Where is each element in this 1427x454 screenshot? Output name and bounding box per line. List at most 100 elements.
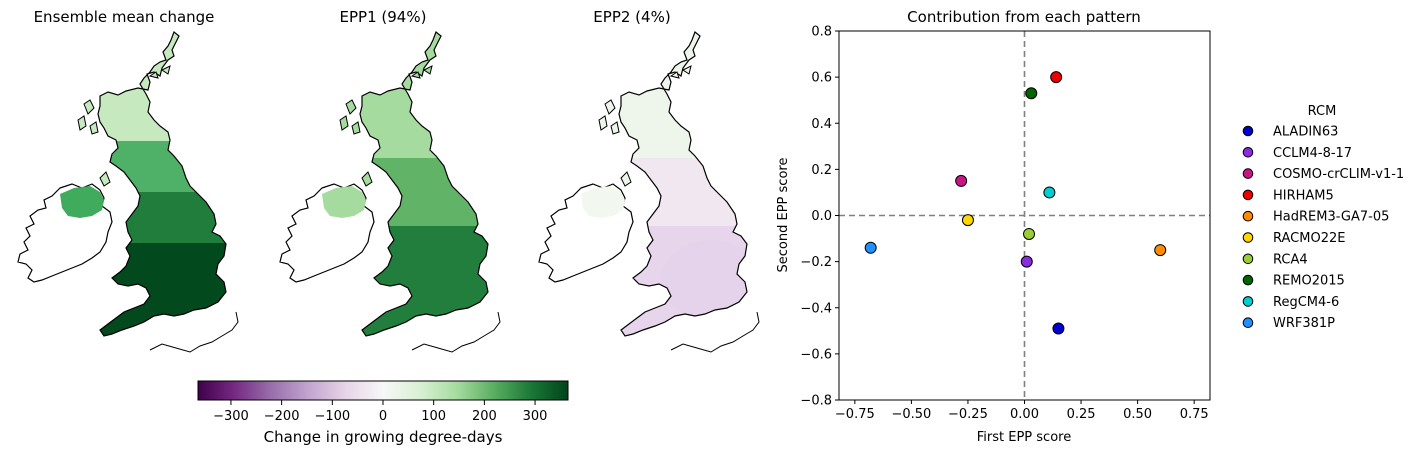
y-tick-label: 0.6 (811, 71, 832, 86)
legend-label: ALADIN63 (1273, 125, 1338, 140)
colorbar-tick-label: 200 (472, 409, 497, 424)
y-tick-label: −0.8 (800, 394, 832, 409)
legend-label: COSMO-crCLIM-v1-1 (1273, 167, 1404, 182)
x-tick-label: 0.25 (1067, 407, 1096, 422)
legend-marker (1242, 147, 1254, 158)
island-outline (89, 121, 99, 135)
island-outline (83, 99, 95, 115)
colorbar-tick-label: −200 (264, 409, 300, 424)
legend-marker (1242, 168, 1254, 179)
continental-coastline (670, 311, 760, 353)
y-axis-ticks: −0.8 −0.6 −0.4 −0.2 0.0 0.2 0.4 0.6 0.8 (800, 25, 839, 409)
island-outline (682, 65, 692, 75)
chart-title: Contribution from each pattern (907, 8, 1141, 26)
x-tick-label: 0.50 (1123, 407, 1152, 422)
legend-label: RCA4 (1273, 252, 1308, 267)
legend-marker (1242, 296, 1254, 307)
gb-coastline (97, 31, 227, 337)
colorbar-tick-label: 100 (421, 409, 446, 424)
map-geometry (17, 31, 239, 353)
legend-marker (1242, 125, 1254, 137)
scatter-point-hadrem3-ga7-05 (1154, 244, 1167, 257)
island-outline (351, 121, 361, 135)
scatter-points (864, 71, 1167, 335)
northern-ireland-fill (322, 186, 366, 218)
map-title: Ensemble mean change (34, 8, 215, 26)
map-title: EPP1 (94%) (340, 8, 427, 26)
colorbar-tick-label: 0 (379, 409, 387, 424)
x-tick-label: 0.00 (1010, 407, 1039, 422)
colorbar-tick-label: 300 (523, 409, 548, 424)
island-outline (148, 71, 159, 79)
map-geometry (538, 31, 760, 353)
island-outline (604, 99, 616, 115)
scatter-point-hirham5 (1050, 71, 1063, 84)
legend-label: RACMO22E (1273, 231, 1345, 246)
map-panel-epp2: EPP2 (4%) (538, 8, 760, 353)
legend-label: CCLM4-8-17 (1273, 146, 1352, 161)
island-outline (99, 171, 111, 187)
legend-marker (1242, 274, 1254, 286)
map-title: EPP2 (4%) (593, 8, 670, 26)
legend-label: HIRHAM5 (1273, 188, 1334, 203)
y-tick-label: 0.8 (811, 25, 832, 40)
legend-label: RegCM4-6 (1273, 295, 1339, 310)
shading-band (661, 240, 747, 320)
colorbar-bar (197, 380, 569, 401)
scatter-point-racmo22e (961, 214, 974, 227)
x-tick-label: −0.50 (891, 407, 931, 422)
scatter-point-cosmo-crclim-v1-1 (955, 174, 968, 187)
island-outline (610, 121, 620, 135)
island-outline (598, 115, 608, 131)
legend-label: REMO2015 (1273, 274, 1345, 289)
island-outline (361, 171, 373, 187)
colorbar-tick-label: −100 (314, 409, 350, 424)
scatter-point-cclm4-8-17 (1020, 255, 1033, 268)
y-tick-label: 0.0 (811, 209, 832, 224)
x-tick-label: −0.25 (948, 407, 988, 422)
scatter-point-regcm4-6 (1043, 186, 1056, 199)
y-tick-label: 0.4 (811, 117, 832, 132)
colorbar: −300 −200 −100 0 100 200 300 Change in growing… (197, 380, 569, 446)
northern-ireland-fill (581, 186, 625, 218)
scatter-point-rca4 (1023, 227, 1036, 240)
scatter-point-remo2015 (1025, 87, 1038, 100)
island-outline (423, 65, 433, 75)
y-tick-label: −0.2 (800, 255, 832, 270)
x-tick-label: 0.75 (1180, 407, 1209, 422)
island-outline (161, 65, 171, 75)
scatter-point-wrf381p (864, 241, 877, 254)
y-tick-label: −0.6 (800, 347, 832, 362)
legend-marker (1242, 253, 1254, 265)
map-geometry (279, 31, 501, 353)
map-panel-ensemble-mean: Ensemble mean change (17, 8, 239, 353)
legend-title: RCM (1308, 104, 1337, 119)
legend-marker (1242, 232, 1254, 243)
legend-label: HadREM3-GA7-05 (1273, 210, 1389, 225)
legend-marker (1242, 317, 1254, 329)
y-axis-label: Second EPP score (776, 158, 791, 273)
northern-ireland-fill (60, 186, 104, 218)
x-axis-ticks: −0.75 −0.50 −0.25 0.00 0.25 0.50 0.75 (835, 400, 1209, 422)
island-outline (77, 115, 87, 131)
scatter-chart: Contribution from each pattern −0.75 −0.5… (776, 8, 1211, 445)
colorbar-ticks: −300 −200 −100 0 100 200 300 (213, 400, 547, 424)
x-axis-label: First EPP score (977, 430, 1071, 445)
gb-coastline (618, 31, 748, 337)
island-outline (410, 71, 421, 79)
island-outline (620, 171, 632, 187)
legend-label: WRF381P (1273, 316, 1335, 331)
y-tick-label: 0.2 (811, 163, 832, 178)
x-tick-label: −0.75 (835, 407, 875, 422)
gb-coastline (359, 31, 489, 337)
scatter-point-aladin63 (1052, 322, 1065, 335)
colorbar-tick-label: −300 (213, 409, 249, 424)
island-outline (669, 71, 680, 79)
legend-marker (1242, 210, 1254, 222)
colorbar-label: Change in growing degree-days (264, 428, 503, 446)
legend: RCM ALADIN63 CCLM4-8-17 COSMO-crCLIM-v1-1 H… (1242, 104, 1404, 331)
reference-lines (839, 31, 1210, 400)
y-tick-label: −0.4 (800, 301, 832, 316)
legend-marker (1242, 189, 1254, 201)
